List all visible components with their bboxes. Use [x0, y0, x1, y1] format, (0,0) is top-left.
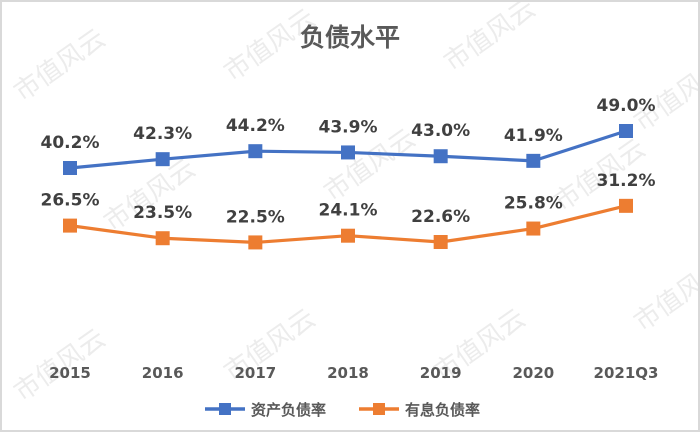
watermark-text: 市值风云: [439, 2, 541, 78]
legend: 资产负债率 有息负债率: [205, 401, 480, 419]
watermark-text: 市值风云: [99, 153, 201, 237]
data-label: 22.6%: [411, 207, 470, 227]
data-marker: [155, 231, 170, 246]
data-marker: [155, 152, 170, 167]
data-label: 49.0%: [597, 96, 656, 116]
data-marker: [433, 149, 448, 164]
data-label: 31.2%: [597, 171, 656, 191]
data-marker: [248, 144, 263, 159]
x-axis: 2015 2016 2017 2018 2019 2020 2021Q3: [49, 364, 658, 382]
watermark-text: 市值风云: [629, 253, 698, 337]
data-marker: [63, 161, 77, 175]
watermark-text: 市值风云: [9, 23, 111, 107]
legend-marker: [219, 403, 231, 415]
legend-label: 资产负债率: [251, 401, 326, 419]
legend-marker: [373, 403, 385, 415]
data-marker: [63, 218, 77, 233]
x-tick-label: 2015: [49, 364, 91, 382]
x-tick-label: 2019: [420, 364, 462, 382]
data-label: 26.5%: [41, 191, 100, 211]
data-marker: [248, 235, 263, 250]
x-tick-label: 2020: [512, 364, 554, 382]
chart-title: 负债水平: [300, 23, 400, 52]
data-marker: [526, 153, 541, 168]
data-marker: [341, 228, 355, 243]
data-label: 23.5%: [133, 203, 192, 223]
data-label: 43.0%: [411, 121, 470, 141]
data-label: 43.9%: [319, 117, 378, 137]
x-tick-label: 2017: [234, 364, 276, 382]
x-tick-label: 2016: [142, 364, 184, 382]
data-marker: [619, 124, 633, 138]
data-marker: [619, 198, 633, 213]
series-layer: 40.2% 42.3% 44.2% 43.9% 43.0% 41.9% 49.0% 26.5%…: [41, 96, 656, 250]
data-label: 42.3%: [133, 124, 192, 144]
x-tick-label: 2018: [327, 364, 369, 382]
data-marker: [341, 145, 355, 160]
data-label: 40.2%: [41, 133, 100, 153]
data-label: 44.2%: [226, 116, 285, 136]
data-label: 22.5%: [226, 207, 285, 227]
data-marker: [433, 235, 448, 249]
data-label: 25.8%: [504, 194, 563, 214]
data-marker: [526, 221, 541, 236]
legend-label: 有息负债率: [405, 401, 480, 419]
data-label: 41.9%: [504, 126, 563, 146]
x-tick-label: 2021Q3: [594, 364, 659, 382]
data-label: 24.1%: [319, 201, 378, 221]
